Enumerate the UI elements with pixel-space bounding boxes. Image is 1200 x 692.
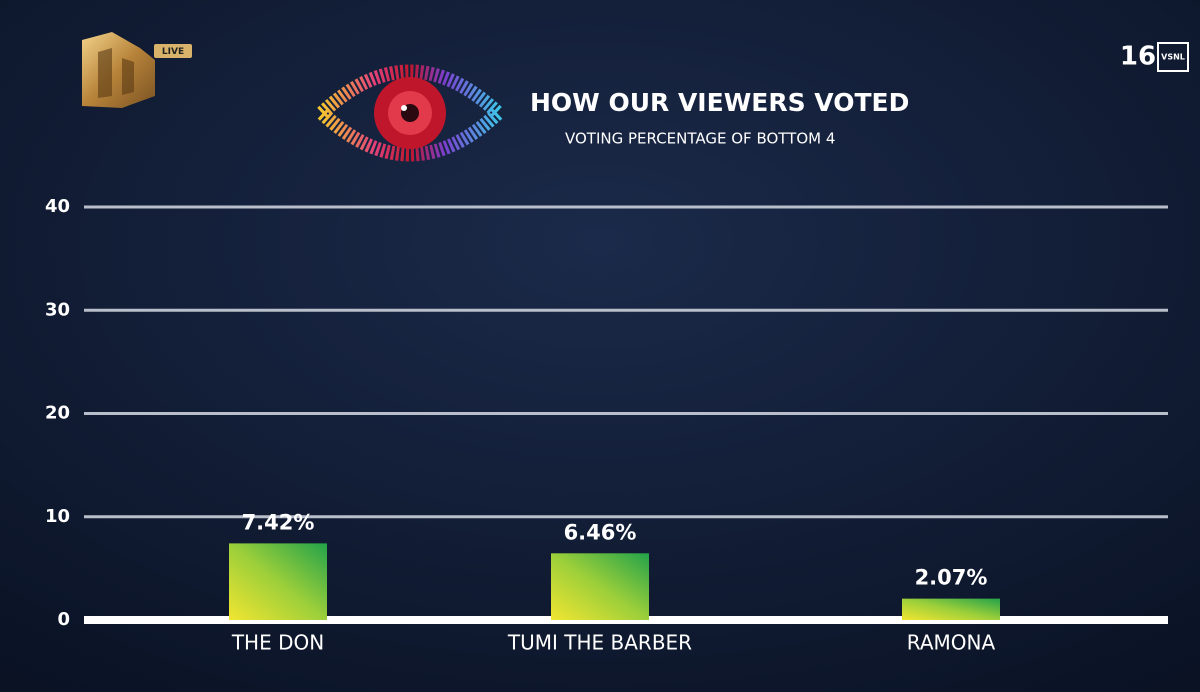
y-tick-label: 0 bbox=[57, 609, 70, 630]
y-tick-label: 30 bbox=[45, 299, 70, 320]
bar bbox=[229, 543, 327, 620]
x-tick-label: THE DON bbox=[231, 631, 324, 655]
x-tick-label: TUMI THE BARBER bbox=[507, 631, 692, 655]
rating-letters: VSNL bbox=[1161, 53, 1185, 62]
y-tick-label: 10 bbox=[45, 506, 70, 527]
show-logo bbox=[311, 64, 509, 162]
x-tick-label: RAMONA bbox=[907, 631, 996, 655]
bar bbox=[902, 598, 1000, 620]
age-rating: 16 VSNL bbox=[1120, 42, 1189, 72]
live-badge: LIVE bbox=[162, 47, 184, 57]
y-tick-label: 20 bbox=[45, 403, 70, 424]
chart-subtitle: VOTING PERCENTAGE OF BOTTOM 4 bbox=[565, 130, 835, 148]
rating-number: 16 bbox=[1120, 42, 1156, 72]
y-tick-label: 40 bbox=[45, 196, 70, 217]
chart-title: HOW OUR VIEWERS VOTED bbox=[530, 88, 909, 117]
value-label: 6.46% bbox=[564, 520, 637, 544]
channel-logo: LIVE bbox=[82, 32, 192, 108]
value-label: 2.07% bbox=[915, 566, 988, 590]
bar bbox=[551, 553, 649, 620]
value-label: 7.42% bbox=[242, 510, 315, 534]
